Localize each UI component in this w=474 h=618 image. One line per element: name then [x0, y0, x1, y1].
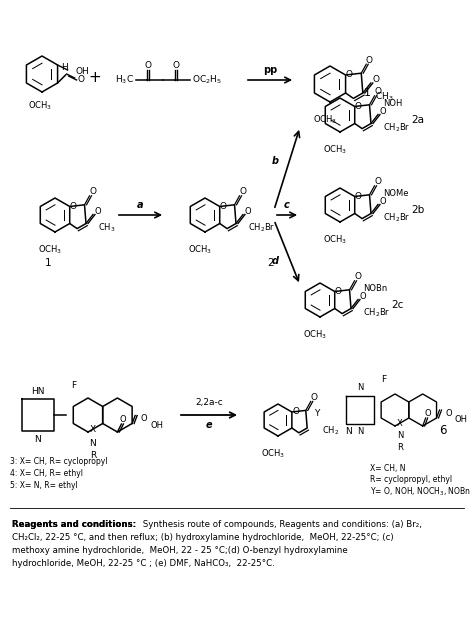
Text: OCH$_3$: OCH$_3$ [323, 234, 347, 246]
Text: X: X [90, 426, 96, 434]
Text: e: e [206, 420, 212, 430]
Text: CH$_3$: CH$_3$ [98, 221, 116, 234]
Text: N: N [345, 426, 352, 436]
Text: O: O [380, 197, 386, 206]
Text: O: O [354, 273, 361, 281]
Text: CH$_2$Br: CH$_2$Br [383, 211, 410, 224]
Text: NOMe: NOMe [383, 189, 409, 198]
Text: OH: OH [75, 67, 89, 75]
Text: O: O [245, 207, 251, 216]
Text: hydrochloride, MeOH, 22-25 °C ; (e) DMF, NaHCO₃,  22-25°C.: hydrochloride, MeOH, 22-25 °C ; (e) DMF,… [12, 559, 275, 568]
Text: 4: X= CH, R= ethyl: 4: X= CH, R= ethyl [10, 470, 83, 478]
Text: X= CH, N: X= CH, N [370, 464, 405, 473]
Text: NOBn: NOBn [363, 284, 387, 293]
Text: N: N [357, 384, 363, 392]
Text: O: O [380, 107, 386, 116]
Text: O: O [366, 56, 373, 65]
Text: O: O [95, 207, 101, 216]
Text: 2: 2 [268, 258, 274, 268]
Text: OCH$_3$: OCH$_3$ [313, 114, 337, 126]
Text: N: N [357, 428, 363, 436]
Text: O: O [445, 408, 452, 418]
Text: O: O [335, 287, 342, 296]
Text: O: O [355, 102, 362, 111]
Text: O: O [77, 75, 84, 85]
Text: O: O [374, 87, 381, 96]
Text: O: O [239, 187, 246, 197]
Text: Y= O, NOH, NOCH$_3$, NOBn: Y= O, NOH, NOCH$_3$, NOBn [370, 486, 471, 498]
Text: OCH$_3$: OCH$_3$ [261, 448, 285, 460]
Text: Reagents and conditions:: Reagents and conditions: [12, 520, 136, 529]
Text: O: O [141, 414, 147, 423]
Text: N: N [35, 434, 41, 444]
Text: HN: HN [31, 386, 45, 396]
Text: O: O [355, 192, 362, 201]
Text: F: F [72, 381, 77, 389]
Text: 2,2a-c: 2,2a-c [195, 397, 223, 407]
Text: O: O [424, 410, 431, 418]
Text: O: O [360, 292, 366, 301]
Text: 2c: 2c [391, 300, 403, 310]
Text: OC$_2$H$_5$: OC$_2$H$_5$ [192, 74, 222, 87]
Text: O: O [145, 61, 152, 69]
Text: O: O [173, 61, 180, 69]
Text: CH$_2$Br: CH$_2$Br [363, 307, 391, 319]
Text: CH$_2$Br: CH$_2$Br [383, 121, 410, 133]
Text: R: R [397, 444, 403, 452]
Text: Y: Y [314, 408, 320, 418]
Text: 1: 1 [45, 258, 51, 268]
Text: O: O [89, 187, 96, 197]
Text: OCH$_3$: OCH$_3$ [28, 99, 52, 112]
Text: 3: X= CH, R= cyclopropyl: 3: X= CH, R= cyclopropyl [10, 457, 108, 467]
Text: O: O [372, 75, 379, 83]
Text: +: + [89, 69, 101, 85]
Text: CH$_2$: CH$_2$ [322, 425, 339, 438]
Text: 6: 6 [439, 423, 447, 436]
Text: OCH$_3$: OCH$_3$ [38, 243, 62, 256]
Text: CH$_2$Br: CH$_2$Br [248, 221, 275, 234]
Text: N: N [90, 439, 96, 447]
Text: R: R [90, 451, 96, 460]
Text: R= cyclopropyl, ethyl: R= cyclopropyl, ethyl [370, 475, 452, 485]
Text: NOH: NOH [383, 99, 402, 108]
Text: H: H [61, 62, 68, 72]
Text: Reagents and conditions:: Reagents and conditions: [12, 520, 136, 529]
Text: a: a [137, 200, 144, 210]
Text: H$_3$C: H$_3$C [115, 74, 134, 87]
Text: O: O [292, 407, 300, 417]
Text: Synthesis route of compounds, Reagents and conditions: (a) Br₂,: Synthesis route of compounds, Reagents a… [140, 520, 422, 529]
Text: 5: X= N, R= ethyl: 5: X= N, R= ethyl [10, 481, 78, 491]
Text: N: N [397, 431, 403, 441]
Text: O: O [119, 415, 126, 425]
Text: methoxy amine hydrochloride,  MeOH, 22 - 25 °C;(d) O-benzyl hydroxylamine: methoxy amine hydrochloride, MeOH, 22 - … [12, 546, 348, 555]
Text: 2a: 2a [411, 115, 424, 125]
Text: OCH$_3$: OCH$_3$ [303, 329, 327, 341]
Text: O: O [70, 201, 77, 211]
Text: 1: 1 [365, 88, 371, 98]
Text: pp: pp [263, 65, 277, 75]
Text: F: F [382, 376, 387, 384]
Text: O: O [345, 70, 352, 79]
Text: O: O [220, 201, 227, 211]
Text: c: c [284, 200, 290, 210]
Text: d: d [272, 255, 279, 266]
Text: X: X [397, 420, 403, 428]
Text: CH₂Cl₂, 22-25 °C, and then reflux; (b) hydroxylamine hydrochloride,  MeOH, 22-25: CH₂Cl₂, 22-25 °C, and then reflux; (b) h… [12, 533, 393, 542]
Text: O: O [374, 177, 381, 186]
Text: OH: OH [150, 421, 163, 430]
Text: 2b: 2b [411, 205, 424, 215]
Text: OCH$_3$: OCH$_3$ [188, 243, 212, 256]
Text: b: b [272, 156, 279, 166]
Text: O: O [310, 393, 317, 402]
Text: CH$_3$: CH$_3$ [375, 91, 393, 103]
Text: OCH$_3$: OCH$_3$ [323, 144, 347, 156]
Text: OH: OH [455, 415, 467, 425]
